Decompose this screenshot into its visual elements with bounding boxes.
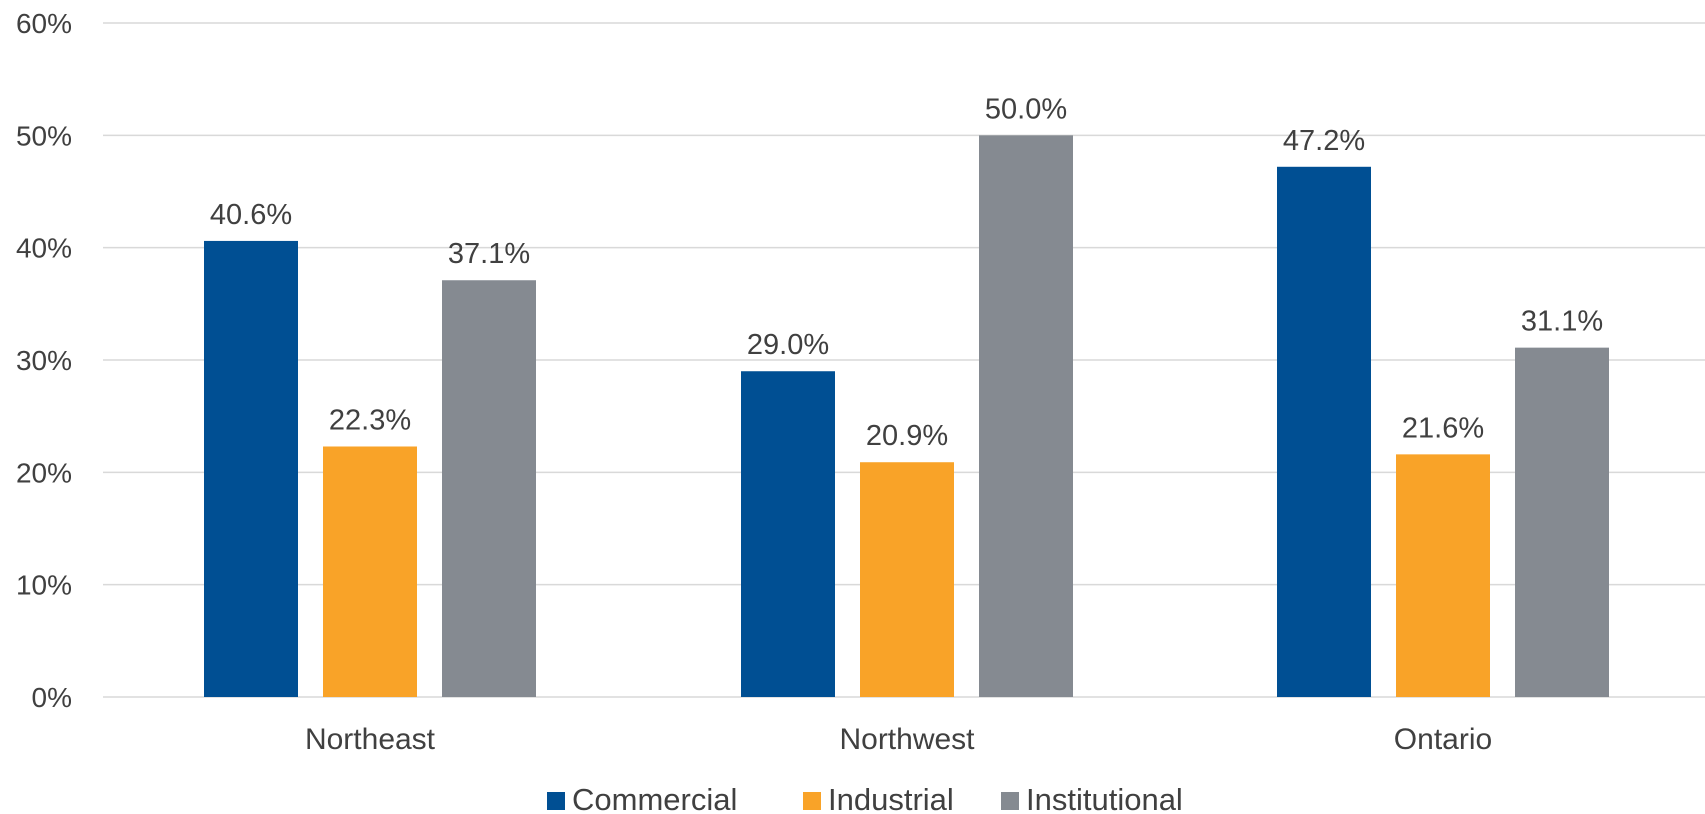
x-category-label: Ontario	[1394, 723, 1492, 756]
y-tick-label: 40%	[16, 233, 72, 264]
legend-label-institutional: Institutional	[1026, 782, 1183, 814]
data-label: 50.0%	[985, 93, 1067, 125]
bars	[204, 135, 1609, 698]
x-axis: Northeast Northwest Ontario	[305, 723, 1492, 756]
data-labels: 40.6% 22.3% 37.1% 29.0% 20.9% 50.0% 47.2% 21.6%…	[210, 93, 1603, 452]
data-label: 37.1%	[448, 238, 530, 270]
data-label: 47.2%	[1283, 125, 1365, 157]
legend-swatch-industrial	[803, 792, 821, 810]
bar-industrial-ontario	[1396, 454, 1490, 697]
legend: Commercial Industrial Institutional	[547, 782, 1183, 814]
bar-commercial-ontario	[1277, 166, 1371, 697]
bar-industrial-northwest	[860, 462, 954, 697]
y-tick-label: 30%	[16, 345, 72, 376]
x-category-label: Northeast	[305, 723, 436, 756]
y-tick-label: 20%	[16, 457, 72, 488]
bar-institutional-northwest	[979, 135, 1073, 698]
legend-label-commercial: Commercial	[572, 782, 737, 814]
legend-label-industrial: Industrial	[828, 782, 954, 814]
y-tick-label: 0%	[32, 682, 72, 713]
bar-industrial-northeast	[323, 446, 417, 697]
data-label: 21.6%	[1402, 412, 1484, 444]
y-axis: 0% 10% 20% 30% 40% 50% 60%	[16, 8, 72, 713]
legend-swatch-commercial	[547, 792, 565, 810]
bar-institutional-ontario	[1515, 347, 1609, 697]
data-label: 31.1%	[1521, 306, 1603, 338]
bar-institutional-northeast	[442, 280, 536, 697]
y-tick-label: 60%	[16, 8, 72, 39]
y-tick-label: 50%	[16, 120, 72, 151]
x-category-label: Northwest	[839, 723, 975, 756]
data-label: 29.0%	[747, 329, 829, 361]
y-tick-label: 10%	[16, 570, 72, 601]
bar-commercial-northwest	[741, 371, 835, 697]
data-label: 22.3%	[329, 404, 411, 436]
data-label: 20.9%	[866, 420, 948, 452]
bar-commercial-northeast	[204, 240, 298, 697]
data-label: 40.6%	[210, 199, 292, 231]
legend-swatch-institutional	[1001, 792, 1019, 810]
